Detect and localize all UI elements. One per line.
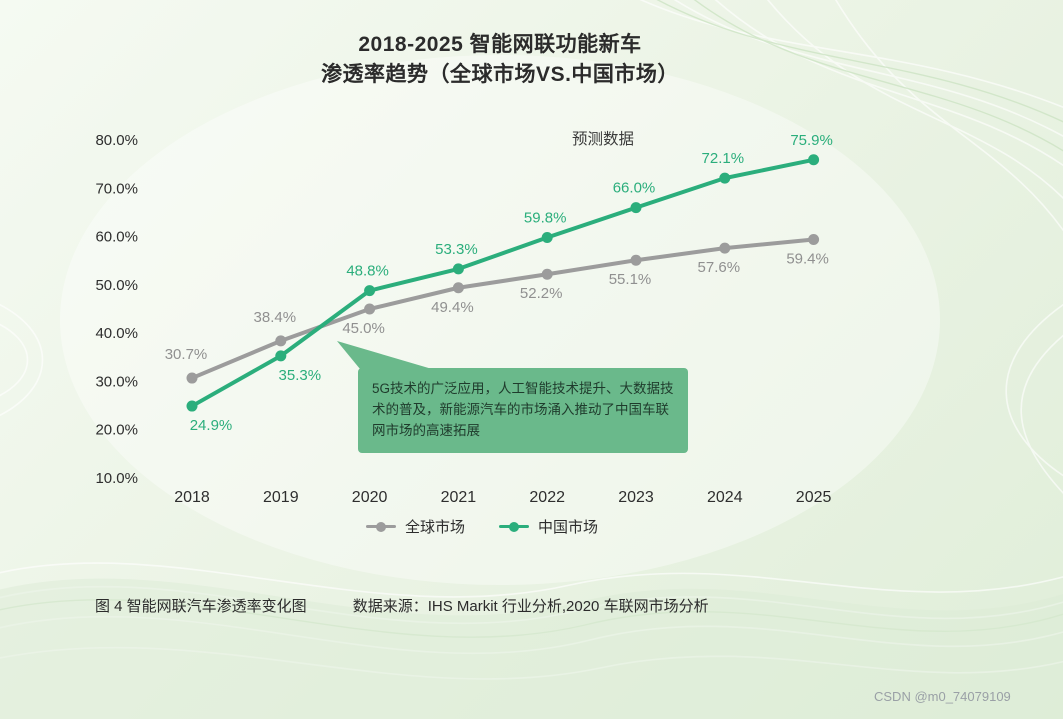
legend-marker-china <box>499 521 530 532</box>
x-tick-label: 2023 <box>618 489 654 506</box>
watermark: CSDN @m0_74079109 <box>874 689 1011 704</box>
data-label: 49.4% <box>431 299 474 316</box>
chart-title-line-1: 2018-2025 智能网联功能新车 <box>358 33 642 56</box>
data-point <box>186 400 198 412</box>
series-line-global <box>190 237 816 381</box>
y-tick-label: 70.0% <box>95 180 138 197</box>
data-point <box>364 303 376 315</box>
legend-item-china: 中国市场 <box>499 516 598 537</box>
data-label: 59.8% <box>524 210 567 227</box>
data-label: 48.8% <box>346 263 389 280</box>
data-point <box>808 233 820 245</box>
y-tick-label: 30.0% <box>95 373 138 390</box>
data-point <box>541 232 553 244</box>
chart-legend: 全球市场 中国市场 <box>366 516 598 537</box>
figure-caption-label: 图 4 智能网联汽车渗透率变化图 <box>95 598 307 615</box>
data-label: 57.6% <box>698 259 741 276</box>
data-point <box>186 372 198 384</box>
data-point <box>452 263 464 275</box>
callout-bubble: 5G技术的广泛应用，人工智能技术提升、大数据技术的普及，新能源汽车的市场涌入推动… <box>358 368 688 453</box>
data-point <box>719 242 731 254</box>
data-label: 24.9% <box>190 417 233 434</box>
data-point <box>275 335 287 347</box>
x-tick-label: 2018 <box>174 489 210 506</box>
y-tick-label: 50.0% <box>95 277 138 294</box>
data-point <box>630 254 642 266</box>
x-tick-label: 2022 <box>529 489 565 506</box>
data-source-label: 数据来源：IHS Markit 行业分析,2020 车联网市场分析 <box>352 598 709 615</box>
data-label: 38.4% <box>254 309 297 326</box>
legend-label-global: 全球市场 <box>405 519 466 536</box>
data-label: 30.7% <box>165 346 208 363</box>
legend-dot-global <box>376 521 386 532</box>
figure-caption: 图 4 智能网联汽车渗透率变化图 数据来源：IHS Markit 行业分析,20… <box>95 595 709 616</box>
y-tick-label: 60.0% <box>95 229 138 246</box>
data-label: 52.2% <box>520 285 563 302</box>
data-label: 45.0% <box>342 320 385 337</box>
y-tick-label: 40.0% <box>95 325 138 342</box>
x-tick-label: 2020 <box>352 489 388 506</box>
legend-item-global: 全球市场 <box>366 516 465 537</box>
forecast-data-annotation: 预测数据 <box>572 131 635 148</box>
x-tick-label: 2021 <box>441 489 477 506</box>
data-point <box>541 268 553 280</box>
data-point <box>275 350 287 362</box>
data-label: 53.3% <box>435 241 478 258</box>
data-label: 35.3% <box>279 367 322 384</box>
x-tick-label: 2019 <box>263 489 299 506</box>
data-point <box>452 282 464 294</box>
chart-title-line-2: 渗透率趋势（全球市场VS.中国市场） <box>321 63 679 87</box>
x-tick-label: 2025 <box>796 489 832 506</box>
legend-marker-global <box>366 521 396 532</box>
data-label: 66.0% <box>613 180 656 197</box>
data-label: 59.4% <box>786 250 829 267</box>
data-label: 75.9% <box>790 132 833 149</box>
x-tick-label: 2024 <box>707 489 743 506</box>
data-point <box>808 154 820 166</box>
data-point <box>364 285 376 297</box>
y-tick-label: 10.0% <box>95 470 138 487</box>
y-tick-label: 80.0% <box>95 132 138 149</box>
data-label: 72.1% <box>702 150 745 167</box>
data-label: 55.1% <box>609 271 652 288</box>
y-tick-label: 20.0% <box>95 422 138 439</box>
data-point <box>630 202 642 214</box>
chart-title: 2018-2025 智能网联功能新车 渗透率趋势（全球市场VS.中国市场） <box>0 30 1000 91</box>
legend-dot-china <box>509 521 520 532</box>
legend-label-china: 中国市场 <box>538 519 599 536</box>
callout-pointer <box>337 341 432 369</box>
data-point <box>719 172 731 184</box>
